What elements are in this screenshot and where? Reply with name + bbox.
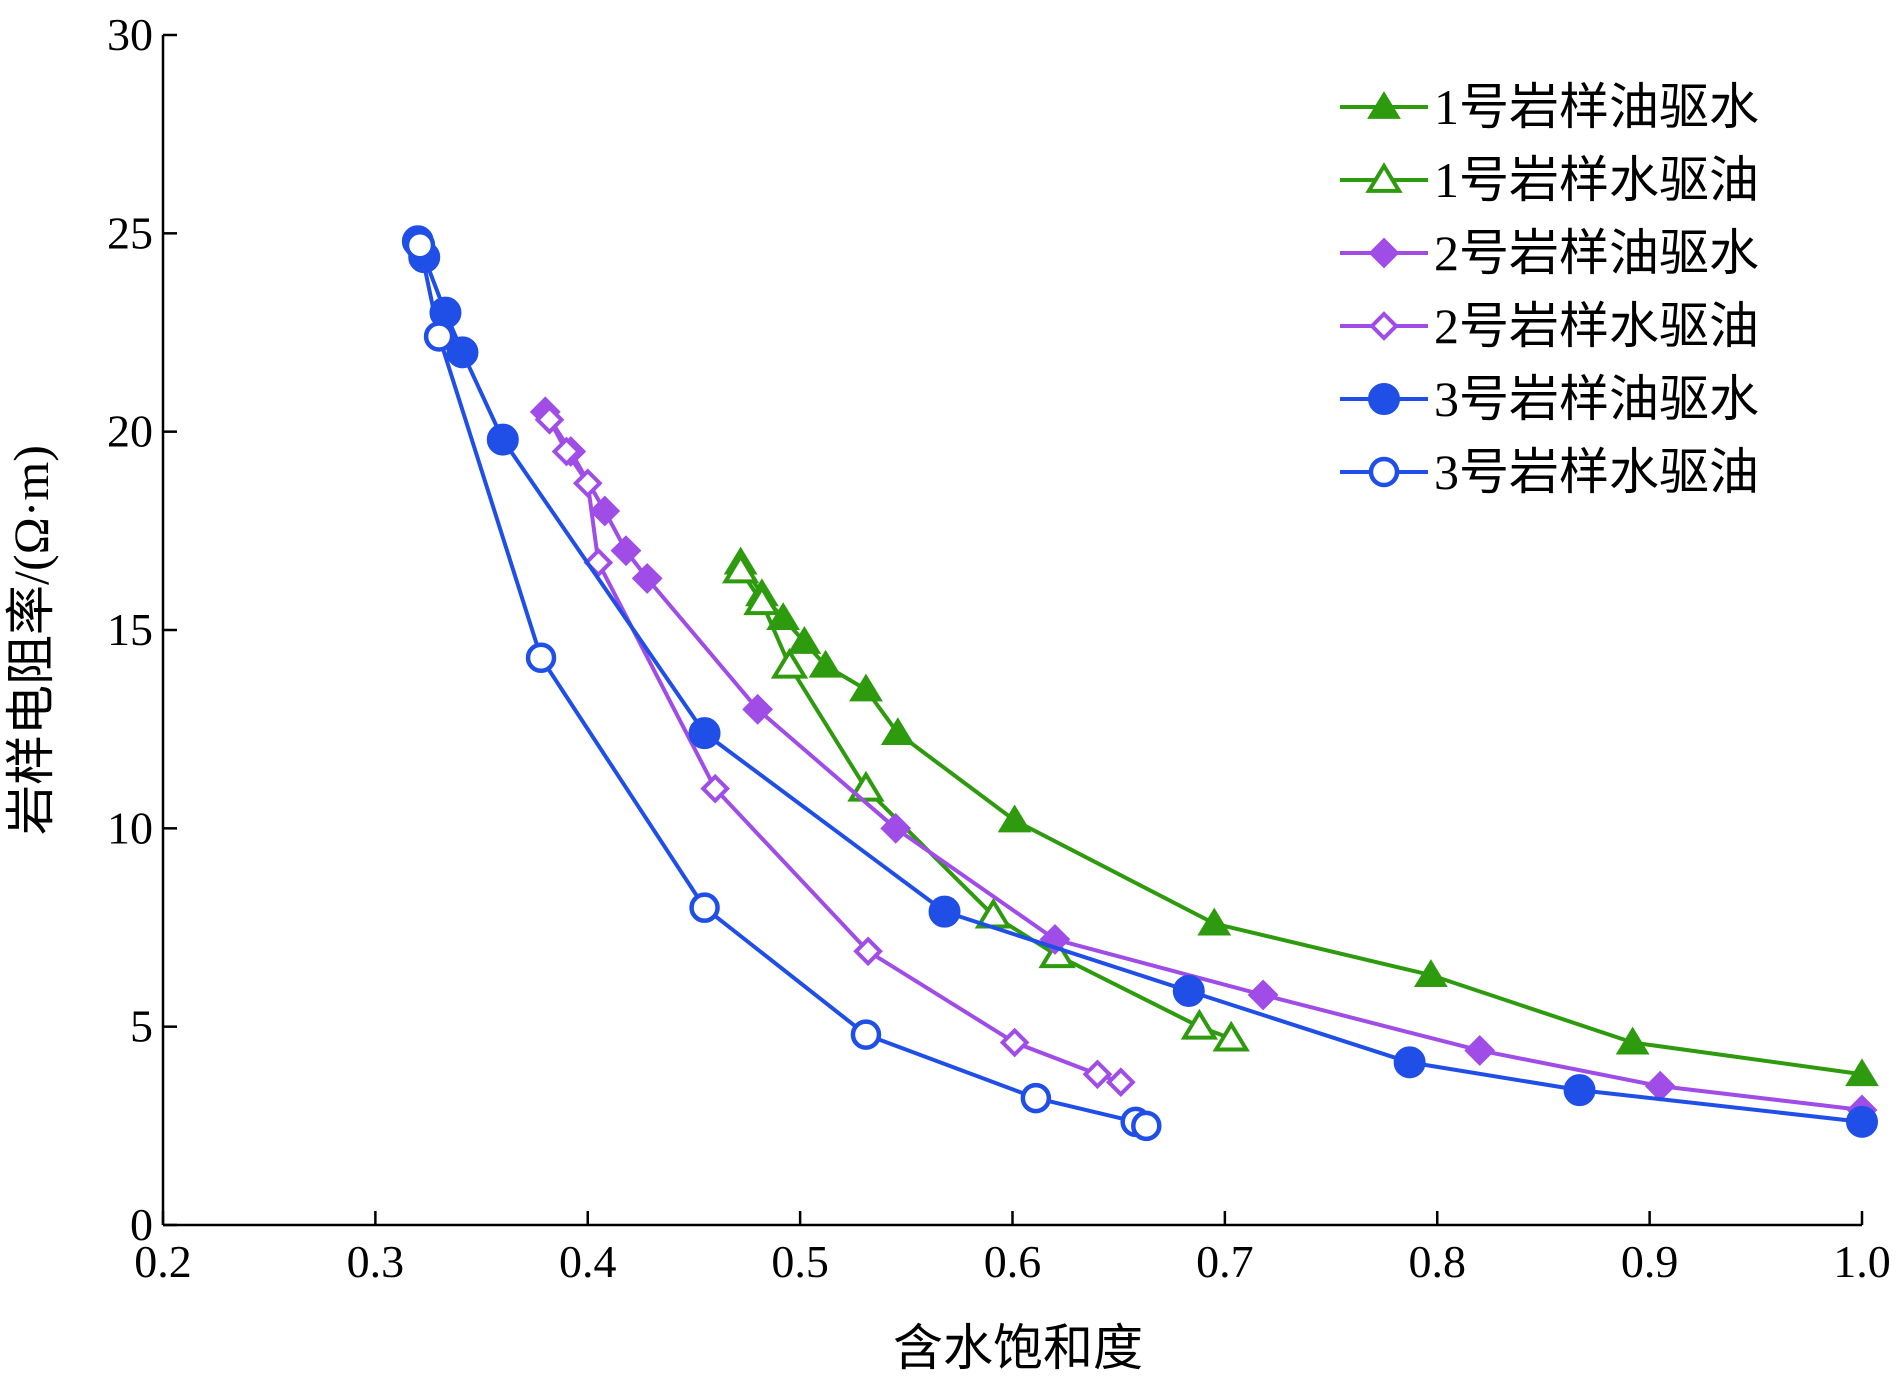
data-point (847, 770, 885, 802)
data-point (1038, 937, 1076, 969)
data-point (583, 547, 614, 578)
legend-item: 2号岩样水驱油 (1340, 298, 1759, 354)
x-tick-label: 0.2 (134, 1236, 192, 1287)
data-point (404, 229, 436, 261)
legend-label: 3号岩样水驱油 (1434, 444, 1759, 500)
legend-marker (1367, 91, 1401, 119)
y-tick-label: 15 (107, 604, 153, 655)
data-point (787, 625, 822, 654)
data-point (423, 321, 455, 352)
data-point (1020, 1082, 1052, 1114)
legend-item: 2号岩样油驱水 (1340, 225, 1759, 281)
x-tick-label: 0.8 (1409, 1236, 1467, 1287)
series-5 (401, 225, 1878, 1138)
data-point (1180, 1008, 1219, 1040)
y-tick-label: 10 (107, 802, 153, 853)
data-point (572, 468, 603, 499)
data-point (1846, 1105, 1878, 1138)
data-point (743, 584, 781, 616)
y-axis-label: 岩样电阻率/(Ω·m) (3, 445, 59, 835)
legend-label: 1号岩样水驱油 (1434, 152, 1759, 208)
data-point (721, 552, 760, 584)
x-tick-label: 0.4 (559, 1236, 617, 1287)
x-tick-label: 0.9 (1621, 1236, 1679, 1287)
data-point (689, 892, 720, 923)
legend-item: 3号岩样油驱水 (1340, 371, 1759, 427)
data-point (1172, 974, 1205, 1007)
legend: 1号岩样油驱水 1号岩样水驱油 2号岩样油驱水 2号岩样水驱油 3号岩样油驱水 3号岩样水… (1340, 79, 1759, 500)
x-tick-label: 0.5 (771, 1236, 829, 1287)
data-point (631, 563, 663, 594)
y-tick-label: 0 (130, 1199, 153, 1250)
data-point (1131, 1110, 1162, 1142)
data-point (849, 673, 883, 702)
data-point (1644, 1070, 1676, 1102)
axes: 0.2 0.3 0.4 0.5 0.6 0.7 0.8 0.9 1.0 0 5 10 15 20 25 30 (107, 9, 1891, 1287)
data-point (551, 436, 582, 467)
data-point (999, 1027, 1030, 1058)
data-point (486, 423, 519, 456)
y-tick-label: 5 (130, 1001, 153, 1052)
data-point (688, 717, 721, 750)
data-point (928, 895, 961, 928)
data-point (997, 804, 1032, 833)
legend-marker (1368, 237, 1400, 269)
data-point (700, 773, 731, 804)
data-point (610, 535, 642, 567)
data-point (1615, 1026, 1650, 1055)
data-point (808, 649, 843, 678)
legend-marker (1368, 383, 1400, 415)
data-point (589, 495, 621, 527)
data-point (1464, 1035, 1496, 1066)
data-point (880, 717, 915, 746)
legend-label: 2号岩样油驱水 (1434, 225, 1759, 281)
x-tick-label: 0.3 (347, 1236, 405, 1287)
data-point (446, 336, 479, 369)
y-tick-label: 25 (107, 207, 153, 258)
series-6 (404, 229, 1162, 1142)
data-point (1845, 1058, 1879, 1087)
series-4 (534, 404, 1136, 1098)
legend-item: 3号岩样水驱油 (1340, 444, 1759, 500)
data-point (770, 647, 809, 679)
plot-area (401, 225, 1879, 1142)
data-point (1247, 979, 1279, 1011)
x-tick-label: 0.7 (1196, 1236, 1254, 1287)
data-point (1197, 907, 1232, 936)
data-point (534, 404, 565, 435)
legend-item: 1号岩样水驱油 (1340, 152, 1759, 208)
series-line (418, 244, 1147, 1128)
data-point (1393, 1046, 1426, 1079)
data-point (742, 693, 774, 725)
series-line (543, 410, 1863, 1112)
x-axis-label: 含水饱和度 (893, 1320, 1143, 1376)
legend-label: 2号岩样水驱油 (1434, 298, 1759, 354)
data-point (1212, 1020, 1250, 1052)
series-line (738, 561, 1863, 1077)
data-point (1105, 1067, 1136, 1098)
data-point (525, 642, 557, 674)
legend-marker (1365, 162, 1403, 193)
data-point (850, 1019, 882, 1050)
data-point (1413, 959, 1448, 988)
x-tick-label: 0.6 (984, 1236, 1042, 1287)
y-tick-label: 30 (107, 9, 153, 60)
series-line (547, 418, 1122, 1085)
legend-label: 3号岩样油驱水 (1434, 371, 1759, 427)
y-tick-label: 20 (107, 406, 153, 457)
x-tick-label: 1.0 (1833, 1236, 1891, 1287)
legend-marker (1368, 456, 1400, 488)
data-point (880, 812, 912, 844)
data-point (853, 936, 883, 967)
legend-marker (1369, 311, 1399, 341)
data-point (1563, 1074, 1596, 1107)
legend-label: 1号岩样油驱水 (1434, 79, 1759, 135)
data-point (766, 602, 801, 631)
legend-item: 1号岩样油驱水 (1340, 79, 1759, 135)
series-3 (529, 396, 1878, 1126)
data-point (1082, 1059, 1113, 1090)
